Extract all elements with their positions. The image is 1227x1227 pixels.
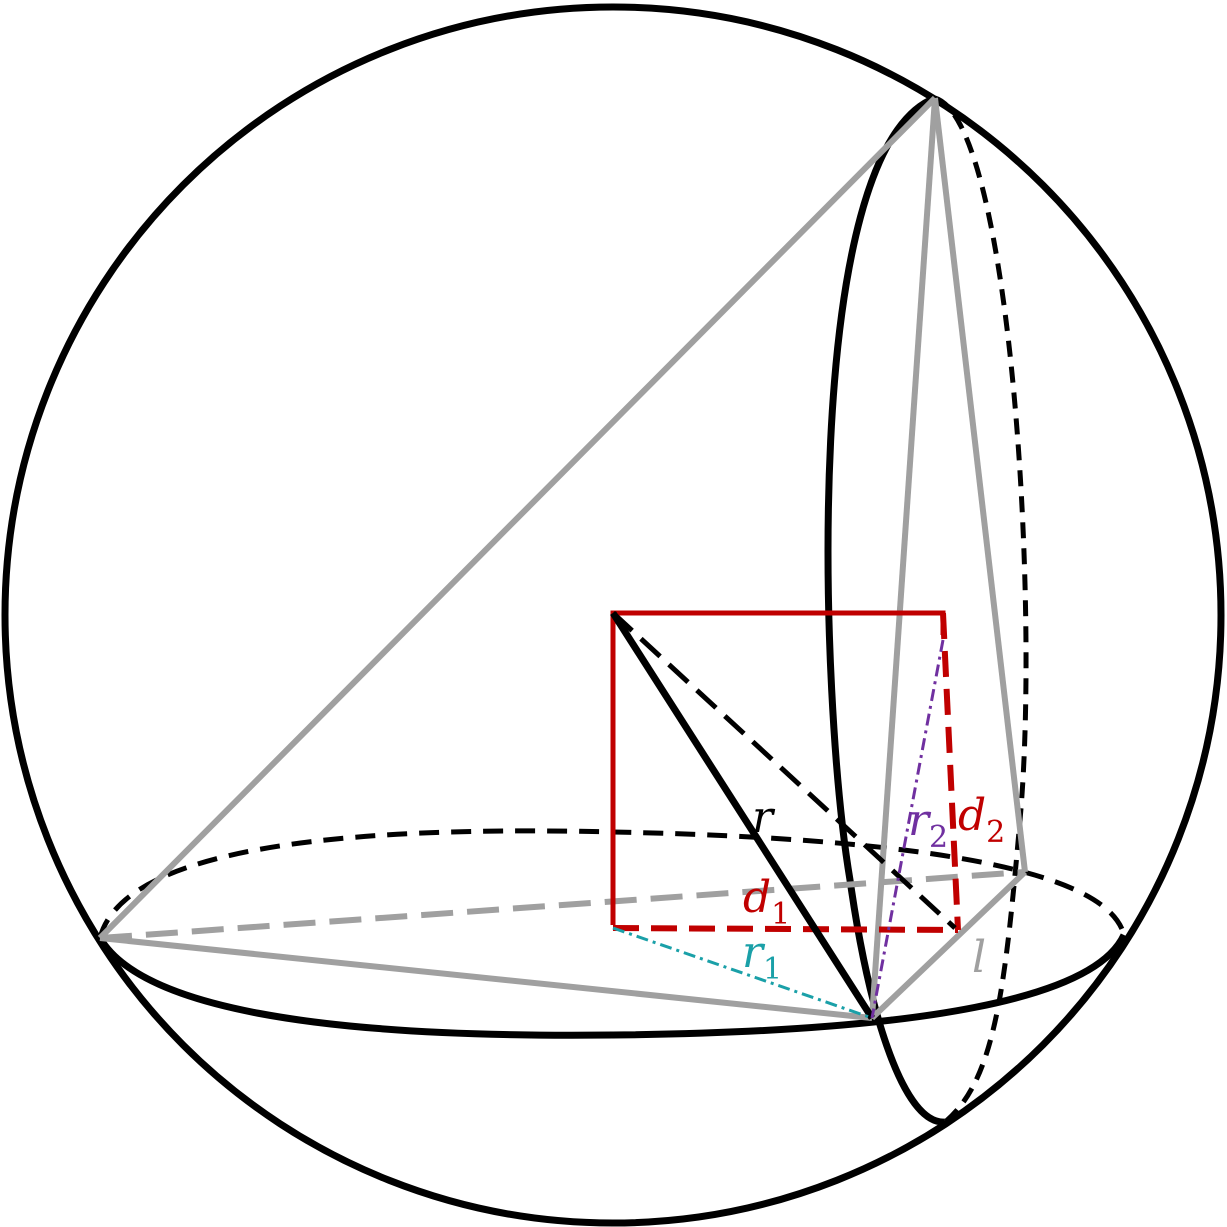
red-box-d1-dashed (612, 925, 959, 933)
edge-left-right-back (99, 869, 1026, 941)
label-d2: d2 (958, 790, 1005, 850)
label-d1: d1 (743, 872, 790, 932)
vertical-ellipse-back (934, 95, 1029, 1124)
edge-left-bottom (99, 935, 873, 1021)
red-box-solid (610, 610, 946, 925)
edge-top-right (932, 97, 1028, 873)
edge-left-top (97, 95, 938, 941)
label-r: r (752, 792, 776, 843)
edge-l (869, 869, 1028, 1021)
red-box-d2-dashed (940, 612, 961, 931)
label-r1: r1 (742, 927, 782, 987)
radius-r-solid (610, 611, 875, 1020)
horizontal-ellipse-front (96, 933, 1128, 1039)
label-r2: r2 (908, 795, 948, 855)
sphere-outline (1, 3, 1225, 1227)
edge-top-bottom (869, 97, 938, 1019)
label-l: l (972, 932, 986, 983)
line-r1 (612, 926, 873, 1020)
vertical-ellipse-front (824, 94, 946, 1126)
line-r2 (870, 639, 945, 1019)
radius-dashed (611, 611, 957, 930)
